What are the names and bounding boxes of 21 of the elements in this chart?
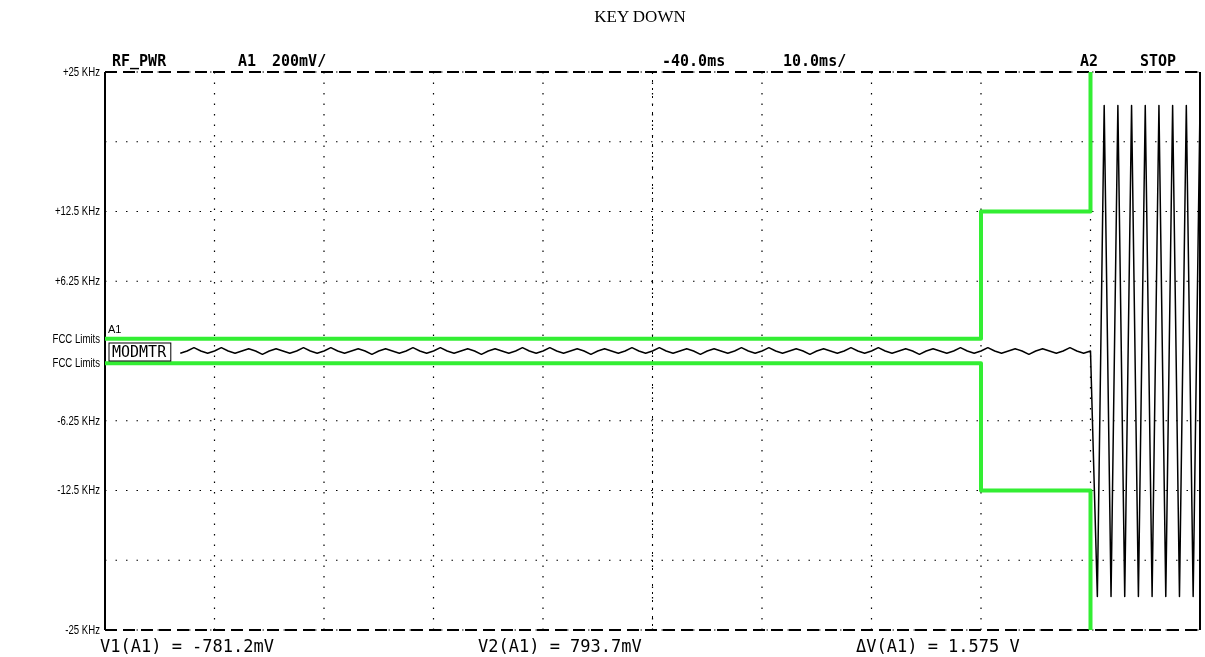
y-tick-label: +6.25 KHz	[54, 274, 100, 288]
text: 10.0ms/	[783, 52, 847, 70]
y-tick-label: +25 KHz	[62, 64, 100, 79]
y-tick-label: -6.25 KHz	[57, 413, 100, 427]
y-tick-label: +12.5 KHz	[54, 204, 100, 218]
text: V1(A1) = -781.2mV	[100, 636, 274, 656]
text: RF_PWR	[112, 52, 168, 70]
annotation: A1	[108, 323, 122, 335]
text: A2	[1080, 52, 1099, 70]
y-tick-label: FCC Limits	[52, 331, 101, 345]
text: STOP	[1140, 52, 1177, 70]
text: V2(A1) = 793.7mV	[478, 636, 642, 656]
text: -40.0ms	[662, 52, 726, 70]
text: A1	[238, 52, 257, 70]
y-tick-label: FCC Limits	[52, 356, 101, 370]
text: 200mV/	[272, 52, 327, 70]
annotation: MODMTR	[112, 343, 168, 361]
y-tick-label: -12.5 KHz	[57, 483, 100, 497]
y-tick-label: -25 KHz	[65, 622, 100, 637]
text: ΔV(A1) = 1.575 V	[856, 636, 1020, 656]
chart-title: KEY DOWN	[594, 7, 686, 26]
